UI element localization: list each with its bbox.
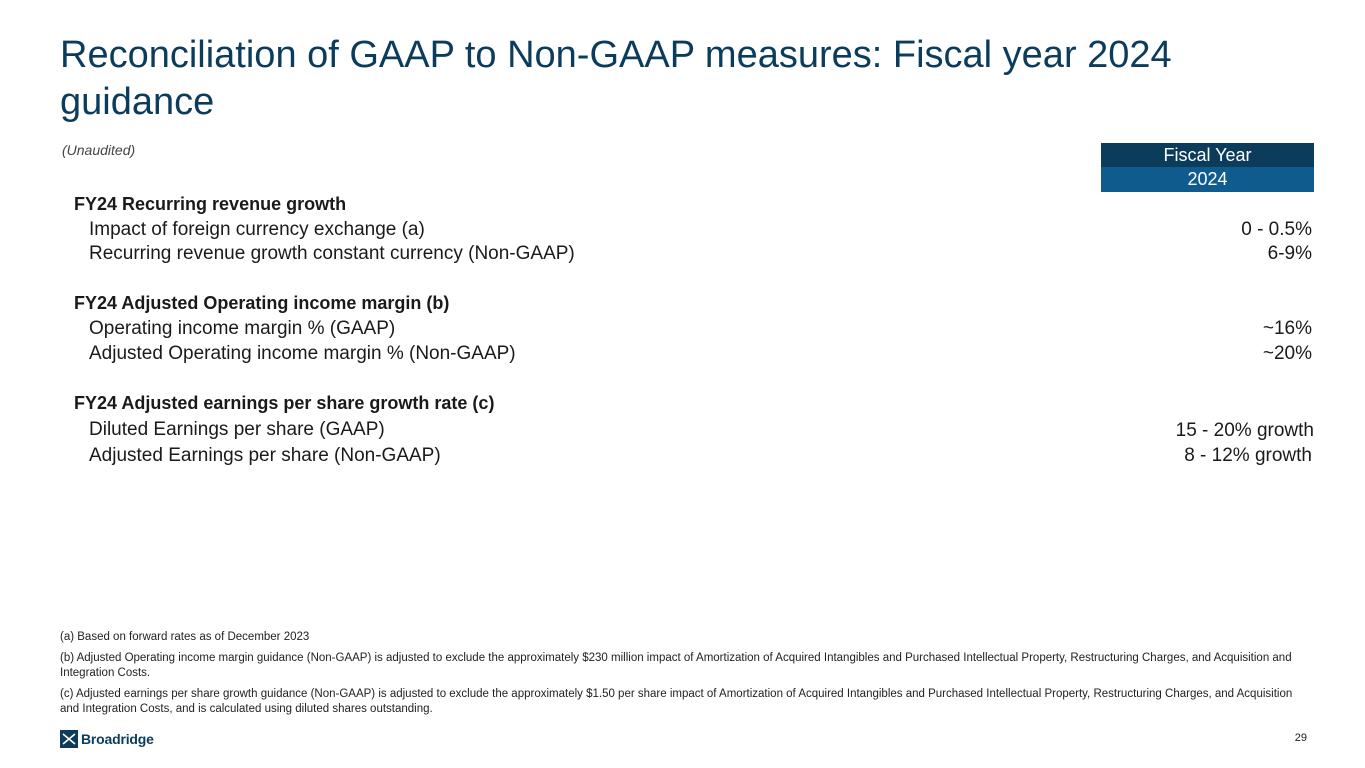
fiscal-year-header: Fiscal Year 2024 xyxy=(1101,143,1314,192)
row-value: 6-9% xyxy=(1267,243,1312,264)
row-value: 15 - 20% growth xyxy=(1175,420,1314,441)
section-title-eps-growth: FY24 Adjusted earnings per share growth … xyxy=(74,393,495,413)
row-value: ~16% xyxy=(1262,318,1312,339)
logo-text: Broadridge xyxy=(81,731,154,747)
row-label: Operating income margin % (GAAP) xyxy=(89,318,396,339)
broadridge-logo: Broadridge xyxy=(60,728,154,750)
fiscal-year-value: 2024 xyxy=(1101,167,1314,192)
row-label: Adjusted Operating income margin % (Non-… xyxy=(89,343,516,364)
page-title: Reconciliation of GAAP to Non-GAAP measu… xyxy=(60,34,1172,123)
row-label: Impact of foreign currency exchange (a) xyxy=(89,219,425,240)
footnote-c: (c) Adjusted earnings per share growth g… xyxy=(60,688,1293,715)
section-title-recurring-revenue: FY24 Recurring revenue growth xyxy=(74,194,347,214)
footnotes: (a) Based on forward rates as of Decembe… xyxy=(60,630,1300,723)
unaudited-note: (Unaudited) xyxy=(62,142,136,158)
row-label: Diluted Earnings per share (GAAP) xyxy=(89,419,385,440)
row-value: 8 - 12% growth xyxy=(1184,445,1312,466)
row-value: ~20% xyxy=(1262,343,1312,364)
footnote-a: (a) Based on forward rates as of Decembe… xyxy=(60,631,310,643)
row-label: Adjusted Earnings per share (Non-GAAP) xyxy=(89,445,441,466)
broadridge-logo-icon xyxy=(60,730,78,748)
footnote-b: (b) Adjusted Operating income margin gui… xyxy=(60,652,1292,679)
fiscal-year-label: Fiscal Year xyxy=(1101,143,1314,167)
page-number: 29 xyxy=(1294,732,1307,744)
section-title-operating-margin: FY24 Adjusted Operating income margin (b… xyxy=(74,293,450,313)
row-label: Recurring revenue growth constant curren… xyxy=(89,243,575,264)
row-value: 0 - 0.5% xyxy=(1241,219,1312,240)
